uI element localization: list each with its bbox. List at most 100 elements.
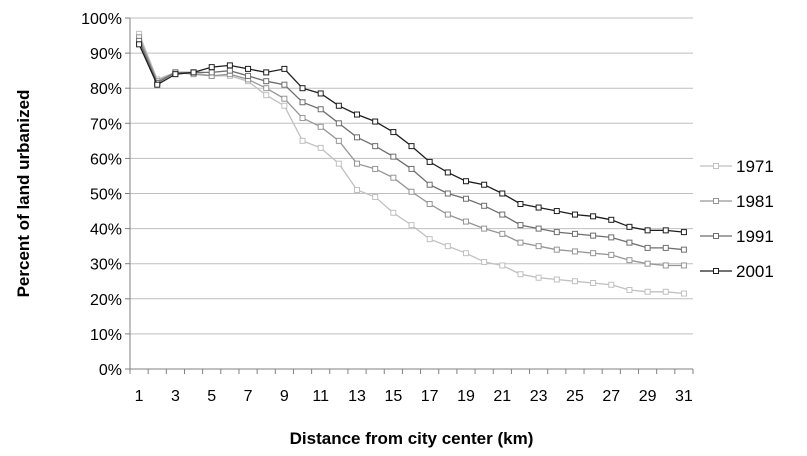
data-point (662, 262, 669, 269)
x-tick-label: 27 (602, 388, 620, 405)
data-point (462, 218, 469, 225)
data-point (390, 129, 397, 136)
series-1971 (136, 30, 687, 297)
data-point (245, 65, 252, 72)
data-point (590, 280, 597, 287)
data-point (535, 225, 542, 232)
data-point (226, 67, 233, 74)
data-point (680, 262, 687, 269)
data-point (154, 81, 161, 88)
data-point (481, 181, 488, 188)
data-point (481, 202, 488, 209)
data-point (208, 64, 215, 71)
data-point (263, 69, 270, 76)
data-point (462, 195, 469, 202)
data-point (626, 239, 633, 246)
data-point (481, 225, 488, 232)
data-point (354, 134, 361, 141)
data-point (390, 153, 397, 160)
data-point (571, 278, 578, 285)
data-point (299, 85, 306, 92)
data-point (426, 236, 433, 243)
data-point (680, 246, 687, 253)
series-1981 (136, 34, 687, 269)
x-tick-label: 25 (566, 388, 584, 405)
data-point (535, 274, 542, 281)
data-point (626, 257, 633, 264)
y-tick-label: 80% (90, 81, 122, 98)
data-point (462, 178, 469, 185)
legend-label: 1981 (736, 192, 774, 211)
data-point (517, 239, 524, 246)
data-point (335, 160, 342, 167)
x-tick-label: 19 (457, 388, 475, 405)
legend-label: 2001 (736, 262, 774, 281)
data-point (281, 81, 288, 88)
data-point (535, 204, 542, 211)
x-axis-title: Distance from city center (km) (290, 429, 534, 448)
data-point (335, 102, 342, 109)
data-point (263, 78, 270, 85)
data-point (281, 65, 288, 72)
data-point (317, 123, 324, 130)
data-point (535, 243, 542, 250)
x-tick-label: 13 (348, 388, 366, 405)
data-point (662, 227, 669, 234)
data-point (372, 118, 379, 125)
data-point (372, 194, 379, 201)
data-point (408, 143, 415, 150)
data-point (571, 211, 578, 218)
data-point (626, 223, 633, 230)
data-point (335, 137, 342, 144)
x-tick-label: 9 (280, 388, 289, 405)
data-point (281, 102, 288, 109)
data-point (172, 71, 179, 78)
y-axis-title: Percent of land urbanized (14, 90, 33, 298)
data-point (680, 290, 687, 297)
x-tick-label: 21 (493, 388, 511, 405)
data-point (662, 288, 669, 295)
data-point (299, 137, 306, 144)
data-point (553, 246, 560, 253)
data-point (571, 230, 578, 237)
x-tick-label: 31 (675, 388, 693, 405)
data-point (626, 287, 633, 294)
data-point (408, 165, 415, 172)
y-tick-label: 60% (90, 151, 122, 168)
data-point (136, 41, 143, 48)
data-point (517, 222, 524, 229)
data-point (317, 90, 324, 97)
legend-marker (713, 268, 719, 274)
data-point (335, 120, 342, 127)
data-point (608, 216, 615, 223)
data-point (662, 244, 669, 251)
y-tick-label: 90% (90, 46, 122, 63)
data-point (462, 250, 469, 257)
data-point (372, 165, 379, 172)
y-tick-label: 30% (90, 257, 122, 274)
data-point (263, 92, 270, 99)
data-point (553, 276, 560, 283)
data-point (517, 271, 524, 278)
y-tick-label: 10% (90, 327, 122, 344)
data-point (680, 229, 687, 236)
y-tick-label: 50% (90, 187, 122, 204)
data-point (590, 232, 597, 239)
data-point (190, 69, 197, 76)
data-point (281, 95, 288, 102)
legend: 1971 1981 1991 2001 (700, 157, 774, 281)
data-point (644, 227, 651, 234)
legend-item-1971: 1971 (700, 157, 774, 176)
series-layer (136, 30, 687, 297)
data-point (499, 262, 506, 269)
data-point (571, 248, 578, 255)
y-axis-ticks: 0% 10% 20% 30% 40% 50% 60% 70% 80% 90% 100% (81, 11, 130, 379)
data-point (426, 158, 433, 165)
data-point (553, 208, 560, 215)
series-1991 (136, 37, 687, 253)
data-point (444, 169, 451, 176)
x-tick-label: 3 (171, 388, 180, 405)
data-point (245, 72, 252, 79)
data-point (644, 288, 651, 295)
data-point (517, 201, 524, 208)
